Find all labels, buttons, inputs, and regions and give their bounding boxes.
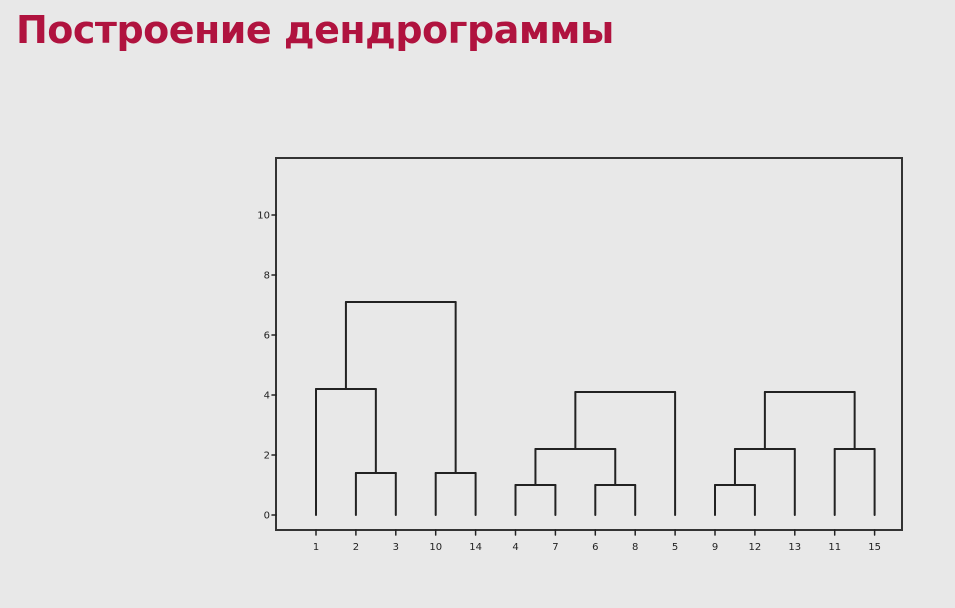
y-tick-label: 10	[257, 211, 270, 222]
x-tick-label: 12	[749, 542, 762, 553]
x-tick-label: 8	[632, 542, 638, 553]
y-tick-label: 4	[264, 391, 270, 402]
x-tick-label: 13	[788, 542, 801, 553]
y-tick-label: 0	[264, 511, 270, 522]
x-tick-label: 10	[429, 542, 442, 553]
slide-title: Построение дендрограммы	[16, 8, 614, 52]
y-tick-label: 6	[264, 331, 270, 342]
x-tick-label: 11	[828, 542, 841, 553]
x-tick-label: 6	[592, 542, 598, 553]
plot-frame	[275, 157, 903, 531]
x-tick-label: 5	[672, 542, 678, 553]
x-tick-label: 2	[353, 542, 359, 553]
x-tick-label: 14	[469, 542, 482, 553]
y-tick-label: 8	[264, 271, 270, 282]
y-axis: 0 2 4 6 8 10	[257, 211, 277, 522]
x-axis: 1 2 3 10 14 4 7 6 8 5 9 12 13 11 15	[313, 529, 881, 553]
x-tick-label: 4	[512, 542, 518, 553]
x-tick-label: 15	[868, 542, 881, 553]
dendrogram-links	[315, 301, 876, 516]
x-tick-label: 1	[313, 542, 319, 553]
y-tick-label: 2	[264, 451, 270, 462]
x-tick-label: 7	[552, 542, 558, 553]
x-tick-label: 9	[712, 542, 718, 553]
x-tick-label: 3	[393, 542, 399, 553]
